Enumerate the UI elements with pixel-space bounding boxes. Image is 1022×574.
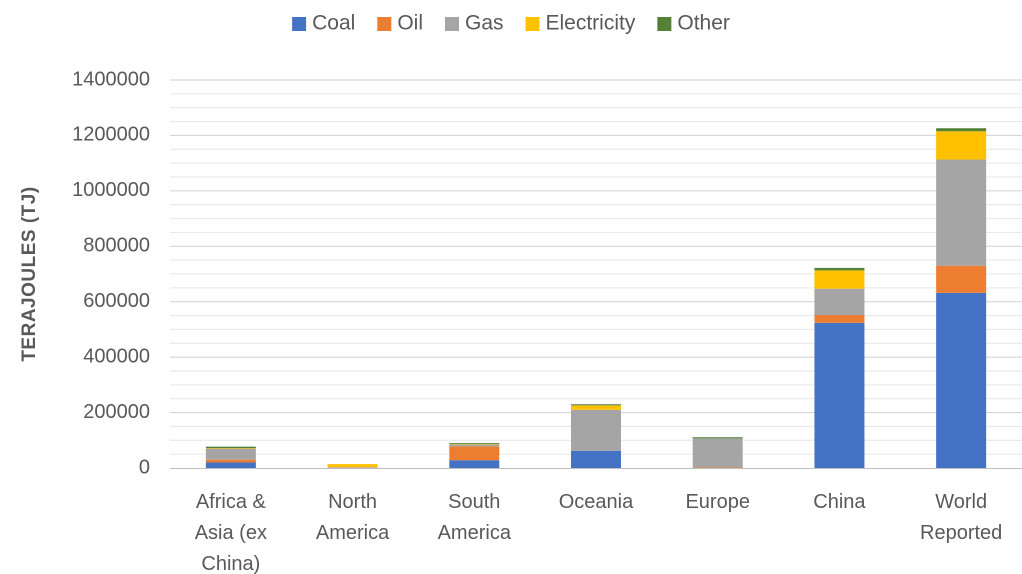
legend-item-oil: Oil: [377, 12, 423, 35]
x-category-label: Oceania: [559, 491, 634, 513]
legend: Coal Oil Gas Electricity Other: [292, 12, 730, 35]
y-tick-label: 400000: [83, 345, 150, 367]
y-axis-ticks: 0 200000 400000 600000 800000 1000000 1200000 1…: [72, 68, 150, 478]
bar-segment-gas: [936, 159, 987, 266]
legend-swatch: [525, 17, 540, 31]
bar-segment-coal: [936, 292, 987, 468]
bar-segment-electricity: [205, 448, 256, 449]
legend-label: Gas: [465, 12, 504, 35]
legend-swatch: [292, 17, 307, 31]
legend-item-electricity: Electricity: [525, 12, 636, 35]
x-axis-categories: Africa & Asia (ex China) North America South A…: [195, 491, 1003, 574]
bar-segment-oil: [936, 265, 987, 293]
bar-segment-coal: [449, 460, 500, 468]
gridlines: [170, 79, 1022, 455]
y-tick-label: 1200000: [72, 124, 150, 146]
y-tick-label: 800000: [83, 235, 150, 257]
bar-segment-electricity: [449, 443, 500, 445]
x-category-label: World Reported: [920, 491, 1002, 544]
bar-segment-other: [449, 443, 500, 444]
bar-segment-electricity: [571, 405, 621, 410]
x-category-label: North America: [316, 491, 390, 544]
y-tick-label: 1000000: [72, 179, 150, 201]
bar-segment-electricity: [936, 131, 987, 160]
bar-segment-electricity: [327, 464, 378, 468]
legend-item-other: Other: [657, 12, 730, 35]
legend-swatch: [444, 17, 459, 31]
bar-segment-gas: [327, 467, 378, 468]
bar-segment-gas: [205, 448, 256, 460]
bar-segment-oil: [814, 315, 865, 323]
legend-label: Oil: [397, 12, 423, 35]
y-tick-label: 600000: [83, 290, 150, 312]
bar-segment-oil: [327, 467, 378, 469]
y-axis-label: TERAJOULES (TJ): [19, 186, 40, 361]
x-category-label: Europe: [685, 491, 750, 513]
bar-segment-gas: [692, 438, 743, 468]
legend-item-gas: Gas: [444, 12, 504, 35]
bar-segment-other: [571, 404, 621, 406]
legend-item-coal: Coal: [292, 12, 355, 35]
bar-segment-other: [814, 267, 865, 271]
bar-segment-other: [936, 128, 987, 132]
y-tick-label: 1400000: [72, 68, 150, 90]
y-tick-label: 0: [139, 456, 150, 478]
bar-segment-coal: [814, 322, 865, 468]
legend-label: Coal: [312, 12, 355, 35]
bar-segment-oil: [692, 467, 743, 468]
y-tick-label: 200000: [83, 401, 150, 423]
legend-swatch: [657, 17, 672, 31]
bar-segment-oil: [449, 446, 500, 461]
x-category-label: China: [813, 491, 866, 513]
legend-swatch: [377, 17, 392, 31]
bar-segment-gas: [449, 444, 500, 447]
x-category-label: Africa & Asia (ex China): [195, 491, 267, 574]
bar-segment-oil: [205, 459, 256, 463]
bar-segment-gas: [571, 409, 621, 451]
bar-segment-gas: [814, 288, 865, 316]
legend-label: Other: [677, 12, 730, 35]
legend-label: Electricity: [546, 12, 636, 35]
bar-segment-coal: [205, 462, 256, 468]
bar-segment-electricity: [814, 270, 865, 289]
x-category-label: South America: [438, 491, 512, 544]
bar-segment-other: [692, 437, 743, 439]
bars: [205, 128, 987, 469]
bar-segment-other: [205, 446, 256, 449]
bar-segment-coal: [571, 450, 621, 468]
